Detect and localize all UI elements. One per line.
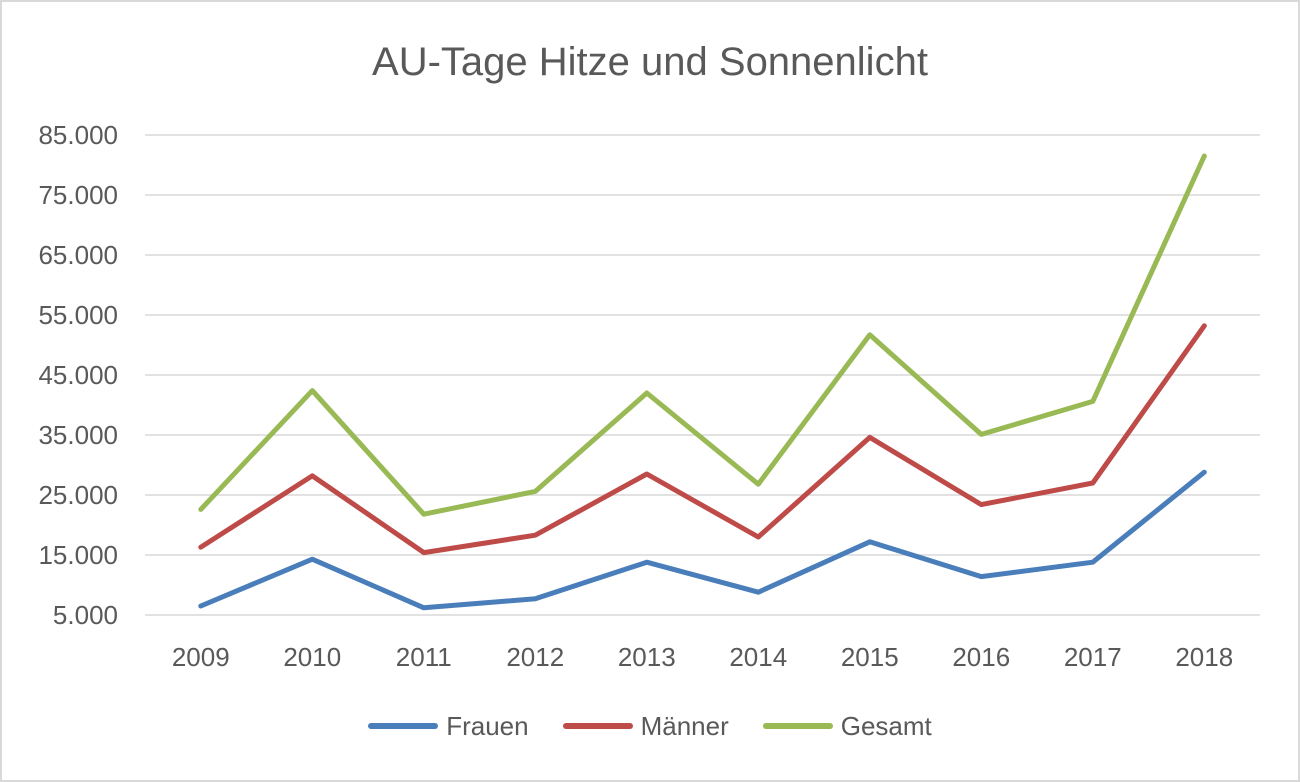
x-tick-label: 2009 bbox=[172, 642, 230, 672]
y-axis-tick-labels: 5.000 15.000 25.000 35.000 45.000 55.000 65.00… bbox=[38, 120, 118, 630]
legend-swatch bbox=[562, 723, 633, 729]
x-tick-label: 2014 bbox=[729, 642, 787, 672]
y-tick-label: 25.000 bbox=[38, 480, 118, 510]
x-tick-label: 2015 bbox=[841, 642, 899, 672]
x-axis-tick-labels: 2009 2010 2011 2012 2013 2014 2015 2016 2017 2018 bbox=[172, 642, 1233, 672]
x-tick-label: 2018 bbox=[1175, 642, 1233, 672]
series-line-gesamt bbox=[198, 153, 1207, 517]
legend-swatch bbox=[762, 723, 833, 729]
y-tick-label: 55.000 bbox=[38, 300, 118, 330]
chart-title: AU-Tage Hitze und Sonnenlicht bbox=[372, 40, 928, 84]
legend-label: Frauen bbox=[446, 711, 529, 741]
legend-swatch bbox=[368, 723, 439, 729]
series-lines bbox=[198, 153, 1207, 611]
y-tick-label: 65.000 bbox=[38, 240, 118, 270]
y-tick-label: 45.000 bbox=[38, 360, 118, 390]
x-tick-label: 2012 bbox=[506, 642, 564, 672]
legend-label: Gesamt bbox=[840, 711, 932, 741]
legend-item: Männer bbox=[562, 708, 729, 744]
legend-item: Frauen bbox=[368, 708, 529, 744]
y-tick-label: 85.000 bbox=[38, 120, 118, 150]
legend-item: Gesamt bbox=[762, 708, 932, 744]
series-line-frauen bbox=[198, 469, 1207, 611]
legend-label: Männer bbox=[640, 711, 729, 741]
gridlines bbox=[145, 134, 1260, 616]
legend: Frauen Männer Gesamt bbox=[0, 708, 1300, 744]
x-tick-label: 2013 bbox=[618, 642, 676, 672]
x-tick-label: 2017 bbox=[1064, 642, 1122, 672]
x-tick-label: 2011 bbox=[396, 642, 452, 672]
y-tick-label: 35.000 bbox=[38, 420, 118, 450]
y-tick-label: 75.000 bbox=[38, 180, 118, 210]
x-tick-label: 2016 bbox=[952, 642, 1010, 672]
y-tick-label: 15.000 bbox=[38, 540, 118, 570]
series-line-männer bbox=[198, 323, 1207, 556]
y-tick-label: 5.000 bbox=[53, 600, 118, 630]
x-tick-label: 2010 bbox=[283, 642, 341, 672]
